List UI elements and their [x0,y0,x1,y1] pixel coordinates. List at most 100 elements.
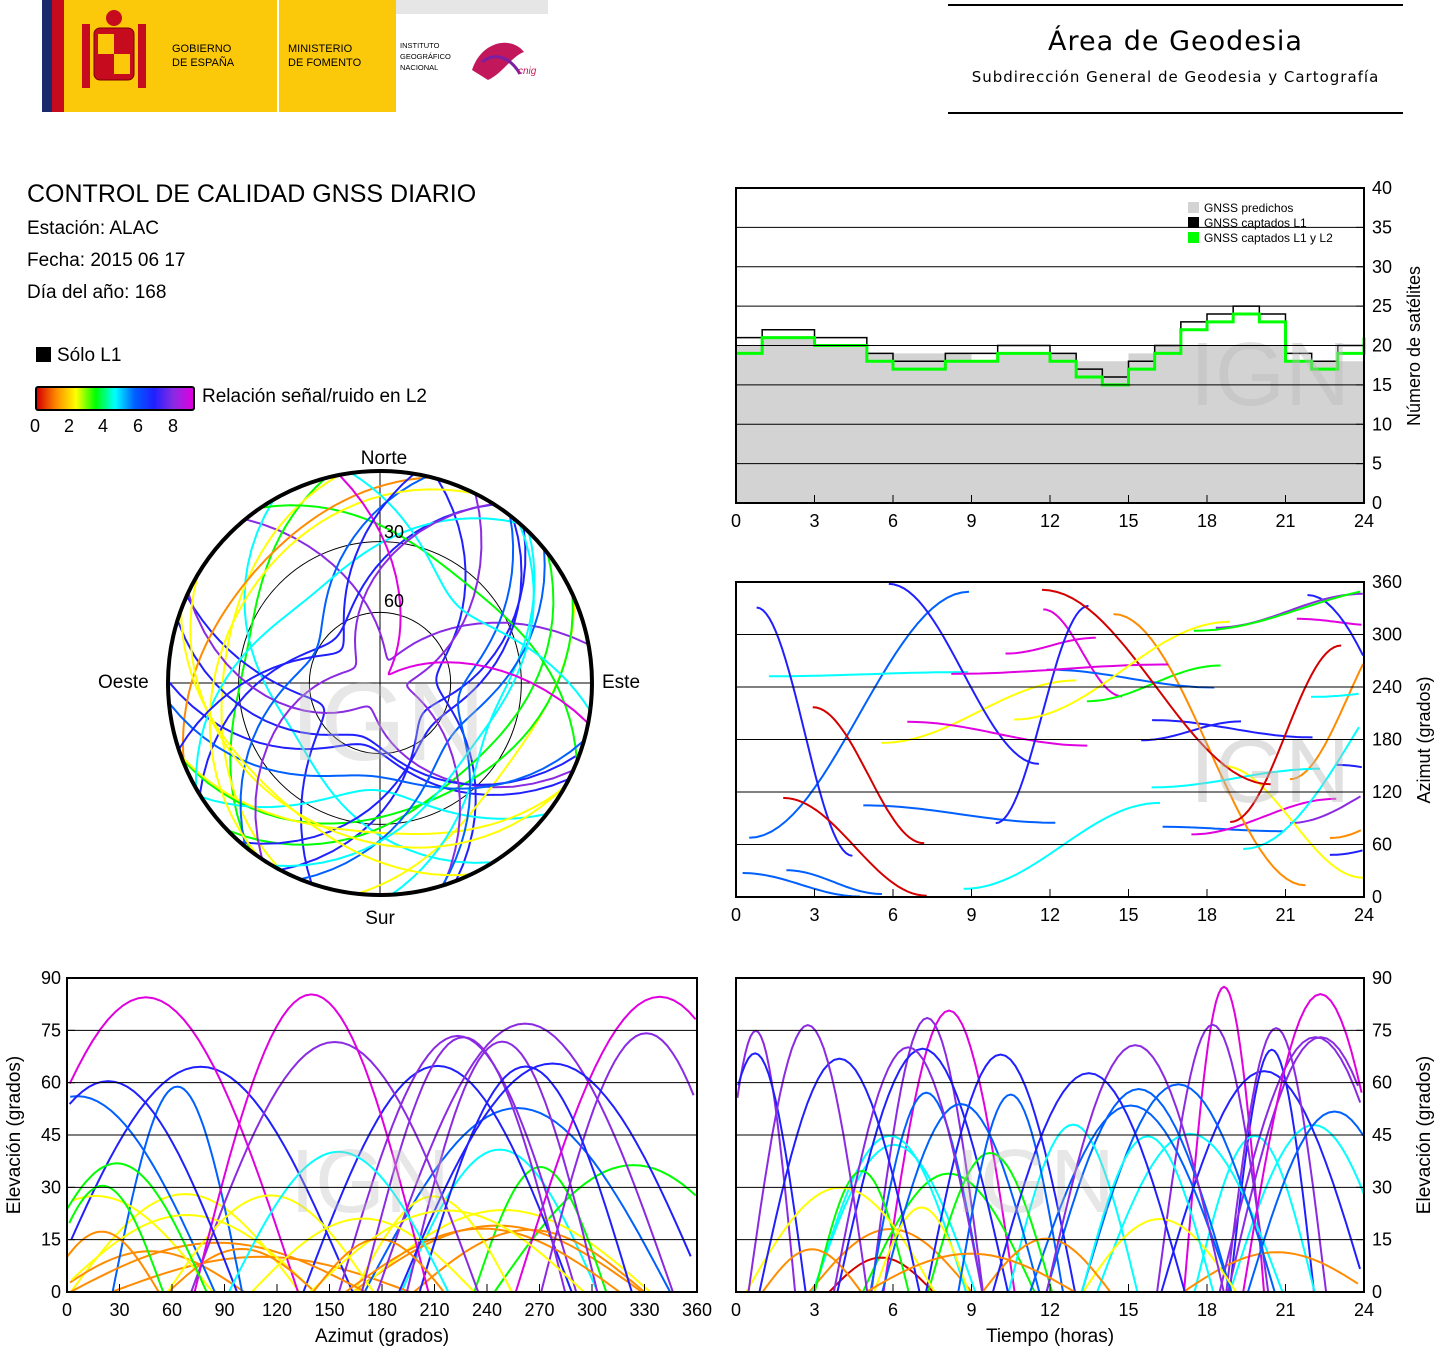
satellite-track [786,869,882,895]
satellite-track [353,1195,513,1293]
satellite-track [350,472,592,712]
series-predicted [736,337,1364,503]
legend-swatch-predicted [1188,202,1199,213]
x-tick-label: 6 [888,1300,898,1320]
satellite-track [1080,1083,1276,1293]
x-tick-label: 300 [577,1300,607,1320]
y-tick-label: 300 [1372,625,1402,645]
x-tick-label: 9 [966,1300,976,1320]
legend-predicted: GNSS predichos [1204,201,1293,215]
satellite-track [865,1252,1076,1293]
satellite-track [870,1016,984,1293]
satellite-track [363,1106,671,1293]
satellite-track [747,1024,869,1293]
y-tick-label: 45 [1372,1125,1392,1145]
satellite-track [279,526,527,871]
watermark: IGN [1190,722,1350,822]
satellite-track [441,515,515,887]
satellite-track [756,606,853,857]
x-tick-label: 6 [888,905,898,925]
cardinal-south: Sur [365,908,395,929]
satellite-track [749,590,970,839]
satellite-track [1191,797,1337,836]
doy-label: Día del año: 168 [27,282,167,303]
satellite-track [1082,1217,1238,1293]
legend-swatch-l1 [1188,217,1199,228]
x-tick-label: 18 [1197,1300,1217,1320]
area-title: Área de Geodesia [1048,26,1303,57]
satellite-track [873,1206,970,1293]
satellite-track [69,1193,301,1293]
y-tick-label: 30 [41,1177,61,1197]
snr-tick: 8 [168,416,179,436]
date-label: Fecha: 2015 06 17 [27,250,186,271]
watermark: IGN [955,1132,1115,1232]
satellite-track [1329,849,1363,856]
satellite-track [198,503,495,795]
x-tick-label: 9 [966,511,976,530]
satellite-track [881,1102,1041,1293]
satellite-track [927,1151,1054,1293]
watermark: IGN [290,661,486,784]
satellite-track [1081,1135,1215,1293]
y-tick-label: 60 [1372,835,1392,855]
satellite-track [1007,1123,1139,1293]
x-tick-label: 270 [524,1300,554,1320]
x-tick-label: 18 [1197,511,1217,530]
satellite-track [811,1143,977,1293]
y-tick-label: 90 [41,968,61,988]
satellite-track [1046,668,1215,689]
satellite-track [742,872,861,898]
satellite-track [376,1022,674,1293]
satellite-track [832,1046,984,1293]
satellite-track [68,996,299,1293]
satellite-track [907,720,1088,747]
satellite-track [406,493,483,886]
y-tick-label: 60 [41,1073,61,1093]
satellite-track [1289,663,1364,781]
satellite-track [400,1148,599,1293]
satellite-track [66,1162,208,1293]
satellite-track [1045,1044,1225,1293]
satellite-track [1160,1070,1361,1293]
area-header: Área de Geodesia Subdirección General de… [948,4,1403,114]
satellite-track [70,1095,216,1293]
satellite-track [418,1065,633,1293]
satellite-track [736,1029,797,1293]
satellite-track [180,609,472,877]
satellite-track [1193,590,1361,632]
satellite-track [227,552,555,846]
satellite-track [1218,1036,1362,1293]
satellite-track [812,1134,967,1293]
skyplot-chart: IGN Norte Este Sur Oeste 30 60 [98,448,640,929]
x-tick-label: 15 [1118,1300,1138,1320]
satellite-track [1156,1023,1270,1293]
satellite-track [413,1228,646,1293]
government-logo: GOBIERNO DE ESPAÑA MINISTERIO DE FOMENTO… [42,0,548,112]
y-axis-label: Número de satélites [1404,266,1424,426]
satellite-track [111,1255,411,1293]
x-tick-label: 0 [731,511,741,530]
satellite-track [177,473,415,751]
satellite-track [168,702,585,790]
satellite-track [925,1053,1076,1293]
satellite-track [398,1062,692,1293]
y-tick-label: 75 [41,1020,61,1040]
station-label: Estación: ALAC [27,218,160,239]
x-tick-label: 330 [629,1300,659,1320]
satellite-track [1193,1134,1316,1293]
satellite-track [1242,993,1363,1293]
y-tick-label: 15 [1372,1230,1392,1250]
ministry-line-2: DE FOMENTO [288,57,362,69]
satellite-track [66,1230,160,1293]
y-axis-label: Elevación (grados) [1414,1056,1435,1214]
satellite-track [1289,795,1362,825]
y-tick-label: 30 [1372,1177,1392,1197]
x-tick-label: 210 [419,1300,449,1320]
y-tick-label: 0 [1372,1282,1382,1302]
x-tick-label: 18 [1197,905,1217,925]
x-tick-label: 0 [731,905,741,925]
satellite-track [272,522,535,868]
y-tick-label: 0 [51,1282,61,1302]
cnig-text: cnig [518,66,537,77]
